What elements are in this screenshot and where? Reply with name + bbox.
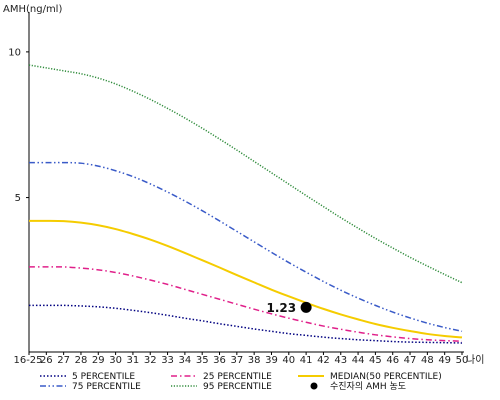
x-tick-label-47: 47: [404, 355, 417, 366]
x-tick-label-34: 34: [179, 355, 192, 366]
x-tick-label-50: 50: [456, 355, 469, 366]
legend-label: 5 PERCENTILE: [72, 372, 135, 382]
x-tick-label-39: 39: [265, 355, 278, 366]
legend-label: MEDIAN(50 PERCENTILE): [330, 372, 442, 382]
axes: AMH(ng/ml) 나이: [3, 4, 484, 366]
series-line-75-percentile: [29, 161, 463, 333]
x-axis-title: 나이: [466, 354, 484, 366]
x-tick-label-28: 28: [75, 355, 88, 366]
legend-label: 25 PERCENTILE: [203, 372, 272, 382]
legend-item-25-percentile: 25 PERCENTILE: [171, 372, 272, 382]
patient-amh-point: [300, 301, 312, 313]
series-line-5-percentile: [29, 304, 463, 344]
x-tick-label-48: 48: [421, 355, 434, 366]
x-tick-label-33: 33: [161, 355, 174, 366]
legend-item-median-50-percentile: MEDIAN(50 PERCENTILE): [298, 372, 442, 382]
series-line-25-percentile: [29, 266, 463, 342]
y-tick-label-10: 10: [8, 47, 21, 58]
x-tick-label-40: 40: [282, 355, 295, 366]
x-tick-label-45: 45: [369, 355, 382, 366]
legend-label: 수진자의 AMH 농도: [330, 381, 406, 392]
x-tick-label-38: 38: [248, 355, 261, 366]
x-tick-label-27: 27: [57, 355, 70, 366]
x-tick-label-36: 36: [213, 355, 226, 366]
x-tick-label-31: 31: [127, 355, 140, 366]
y-axis-title: AMH(ng/ml): [3, 4, 62, 15]
x-tick-label-42: 42: [317, 355, 330, 366]
patient-marker: 1.23: [267, 301, 312, 315]
x-tick-label-41: 41: [300, 355, 313, 366]
y-tick-label-5: 5: [15, 193, 21, 204]
x-tick-label-46: 46: [386, 355, 399, 366]
x-tick-label-26: 26: [40, 355, 53, 366]
legend-label: 95 PERCENTILE: [203, 382, 272, 392]
series-line-median-50-percentile: [28, 219, 463, 339]
legend-label: 75 PERCENTILE: [72, 382, 141, 392]
x-tick-label-30: 30: [109, 355, 122, 366]
legend-item-amh: 수진자의 AMH 농도: [310, 381, 406, 392]
legend-item-75-percentile: 75 PERCENTILE: [40, 382, 141, 392]
x-tick-label-35: 35: [196, 355, 209, 366]
x-tick-label-29: 29: [92, 355, 105, 366]
legend-item-95-percentile: 95 PERCENTILE: [171, 382, 272, 392]
series-lines: [28, 64, 463, 344]
y-ticks: 5 10: [8, 47, 29, 204]
x-tick-label-16-25: 16-25: [13, 355, 42, 366]
legend-item-5-percentile: 5 PERCENTILE: [40, 372, 135, 382]
x-tick-label-49: 49: [438, 355, 451, 366]
x-tick-label-37: 37: [230, 355, 243, 366]
legend: 5 PERCENTILE 25 PERCENTILE MEDIAN(50 PERCE…: [40, 372, 442, 392]
x-tick-label-32: 32: [144, 355, 157, 366]
x-tick-label-43: 43: [334, 355, 347, 366]
patient-amh-value-label: 1.23: [267, 301, 297, 315]
x-tick-label-44: 44: [352, 355, 365, 366]
series-line-95-percentile: [28, 64, 463, 284]
legend-marker-icon: [310, 382, 318, 390]
